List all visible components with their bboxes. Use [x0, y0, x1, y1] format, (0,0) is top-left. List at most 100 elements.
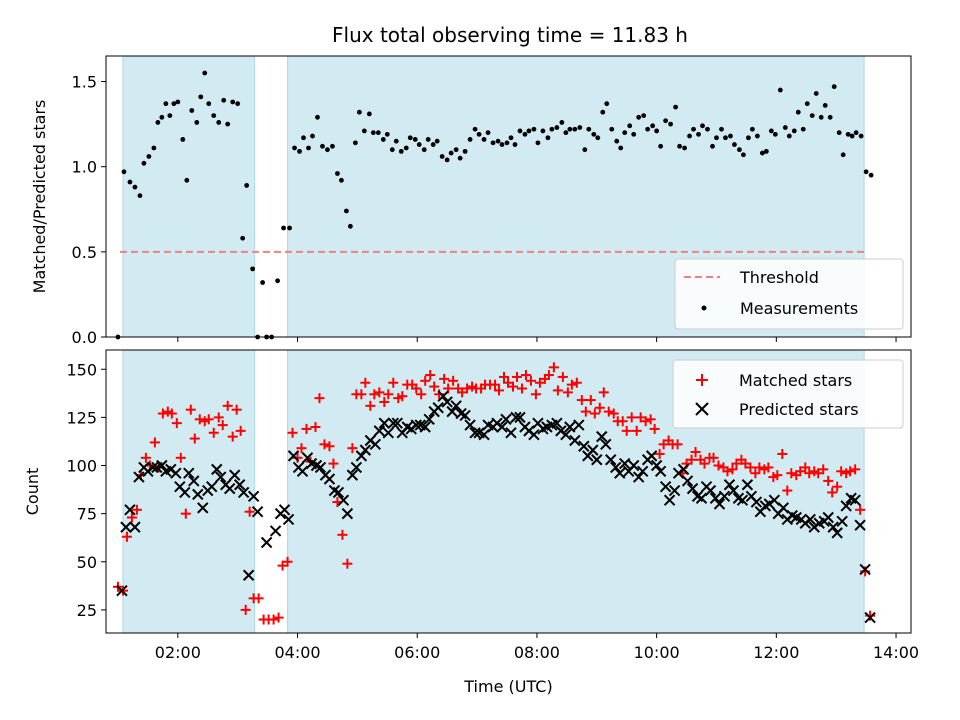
measurement-point — [645, 126, 651, 132]
measurement-point — [818, 114, 824, 120]
measurement-point — [403, 145, 409, 151]
measurement-point — [754, 133, 760, 139]
predicted-star-point-b — [369, 438, 382, 451]
predicted-star-point — [228, 469, 241, 481]
predicted-star-point — [505, 427, 517, 439]
matched-star-point — [356, 389, 367, 400]
predicted-star-point — [419, 421, 431, 433]
ratio-panel: 0.0 0.5 1.0 1.5 Matched/Predicted stars Thr… — [30, 55, 912, 347]
measurement-point — [863, 169, 869, 175]
matched-star-point — [617, 416, 628, 427]
predicted-star-point-b — [854, 519, 866, 531]
measurement-point — [434, 138, 440, 144]
predicted-star-point-b — [681, 475, 694, 487]
predicted-star-point-b — [532, 417, 544, 429]
measurement-point — [631, 131, 637, 137]
predicted-star-point-b — [116, 584, 128, 597]
count-y-tick-label: 50 — [77, 553, 97, 572]
matched-star-point — [420, 375, 431, 386]
measurement-point — [146, 154, 152, 159]
measurement-point — [663, 118, 669, 124]
matched-star-point — [836, 466, 847, 477]
matched-star-point — [379, 396, 390, 407]
matched-star-point — [686, 454, 697, 465]
measurement-point — [759, 150, 765, 156]
predicted-star-point-b — [709, 492, 722, 504]
predicted-star-point — [713, 498, 726, 510]
measurement-point — [691, 126, 696, 132]
predicted-star-point — [681, 475, 694, 487]
predicted-star-point-b — [768, 494, 781, 506]
predicted-star-point-b — [378, 417, 391, 429]
predicted-star-point — [197, 502, 209, 514]
predicted-star-point-b — [350, 461, 363, 474]
predicted-star-point-b — [455, 407, 467, 420]
measurement-point — [439, 154, 445, 159]
predicted-star-point-b — [473, 427, 485, 439]
predicted-star-point-b — [441, 396, 453, 408]
predicted-star-point — [822, 511, 834, 524]
predicted-star-point-b — [237, 486, 250, 499]
measurement-point — [132, 184, 138, 190]
predicted-star-point-b — [849, 494, 861, 506]
predicted-star-point-b — [359, 444, 372, 456]
predicted-star-point — [387, 417, 399, 429]
predicted-star-point-b — [133, 471, 145, 483]
measurement-point — [189, 108, 195, 113]
predicted-star-point — [478, 429, 490, 441]
measurement-point — [858, 133, 864, 139]
measurement-point — [654, 128, 660, 134]
predicted-star-point-b — [228, 469, 241, 481]
predicted-star-point — [301, 452, 314, 464]
matched-star-point — [530, 389, 541, 400]
predicted-star-point-b — [278, 504, 291, 516]
predicted-star-point — [242, 569, 255, 581]
matched-star-point — [520, 370, 531, 381]
predicted-star-point — [192, 488, 204, 501]
measurement-point — [330, 143, 335, 149]
measurement-point — [361, 128, 367, 134]
predicted-star-point-b — [373, 425, 386, 437]
matched-star-point — [516, 383, 527, 394]
predicted-star-point-b — [446, 405, 458, 418]
predicted-star-point-b — [301, 452, 314, 464]
matched-star-point — [562, 387, 573, 398]
matched-star-point — [208, 427, 219, 438]
matched-star-point — [818, 464, 829, 475]
matched-star-point — [439, 373, 450, 384]
measurement-point — [159, 114, 165, 120]
measurement-point — [831, 84, 837, 90]
predicted-star-point-b — [695, 492, 708, 504]
predicted-star-point-b — [260, 536, 273, 549]
measurement-point — [240, 235, 246, 241]
predicted-star-point-b — [864, 611, 876, 624]
predicted-star-point — [464, 419, 476, 431]
predicted-star-point-b — [528, 429, 540, 441]
predicted-star-point — [650, 459, 663, 472]
predicted-star-point-b — [183, 467, 195, 479]
ratio-y-tick-label: 0.0 — [72, 328, 97, 347]
measurement-point — [485, 130, 491, 136]
predicted-star-point-b — [677, 463, 690, 476]
matched-star-point — [786, 468, 797, 479]
matched-star-point — [832, 481, 843, 492]
matched-star-point — [499, 371, 510, 382]
predicted-star-point-b — [564, 421, 576, 433]
predicted-star-point — [668, 484, 681, 497]
measurement-point — [772, 131, 778, 137]
measurement-point — [777, 87, 783, 93]
predicted-star-point — [551, 417, 563, 429]
matched-star-point — [273, 612, 284, 623]
predicted-star-point — [269, 525, 282, 537]
measurement-point — [696, 131, 701, 137]
predicted-star-point-b — [836, 515, 848, 528]
measurement-point — [840, 152, 846, 158]
predicted-star-point — [251, 506, 264, 518]
predicted-star-point — [564, 421, 576, 433]
predicted-star-point — [120, 521, 132, 533]
measurement-point — [749, 126, 755, 132]
predicted-star-point-b — [750, 496, 763, 508]
predicted-star-point — [441, 396, 453, 408]
measurement-point — [728, 133, 733, 139]
matched-star-point — [222, 400, 233, 411]
